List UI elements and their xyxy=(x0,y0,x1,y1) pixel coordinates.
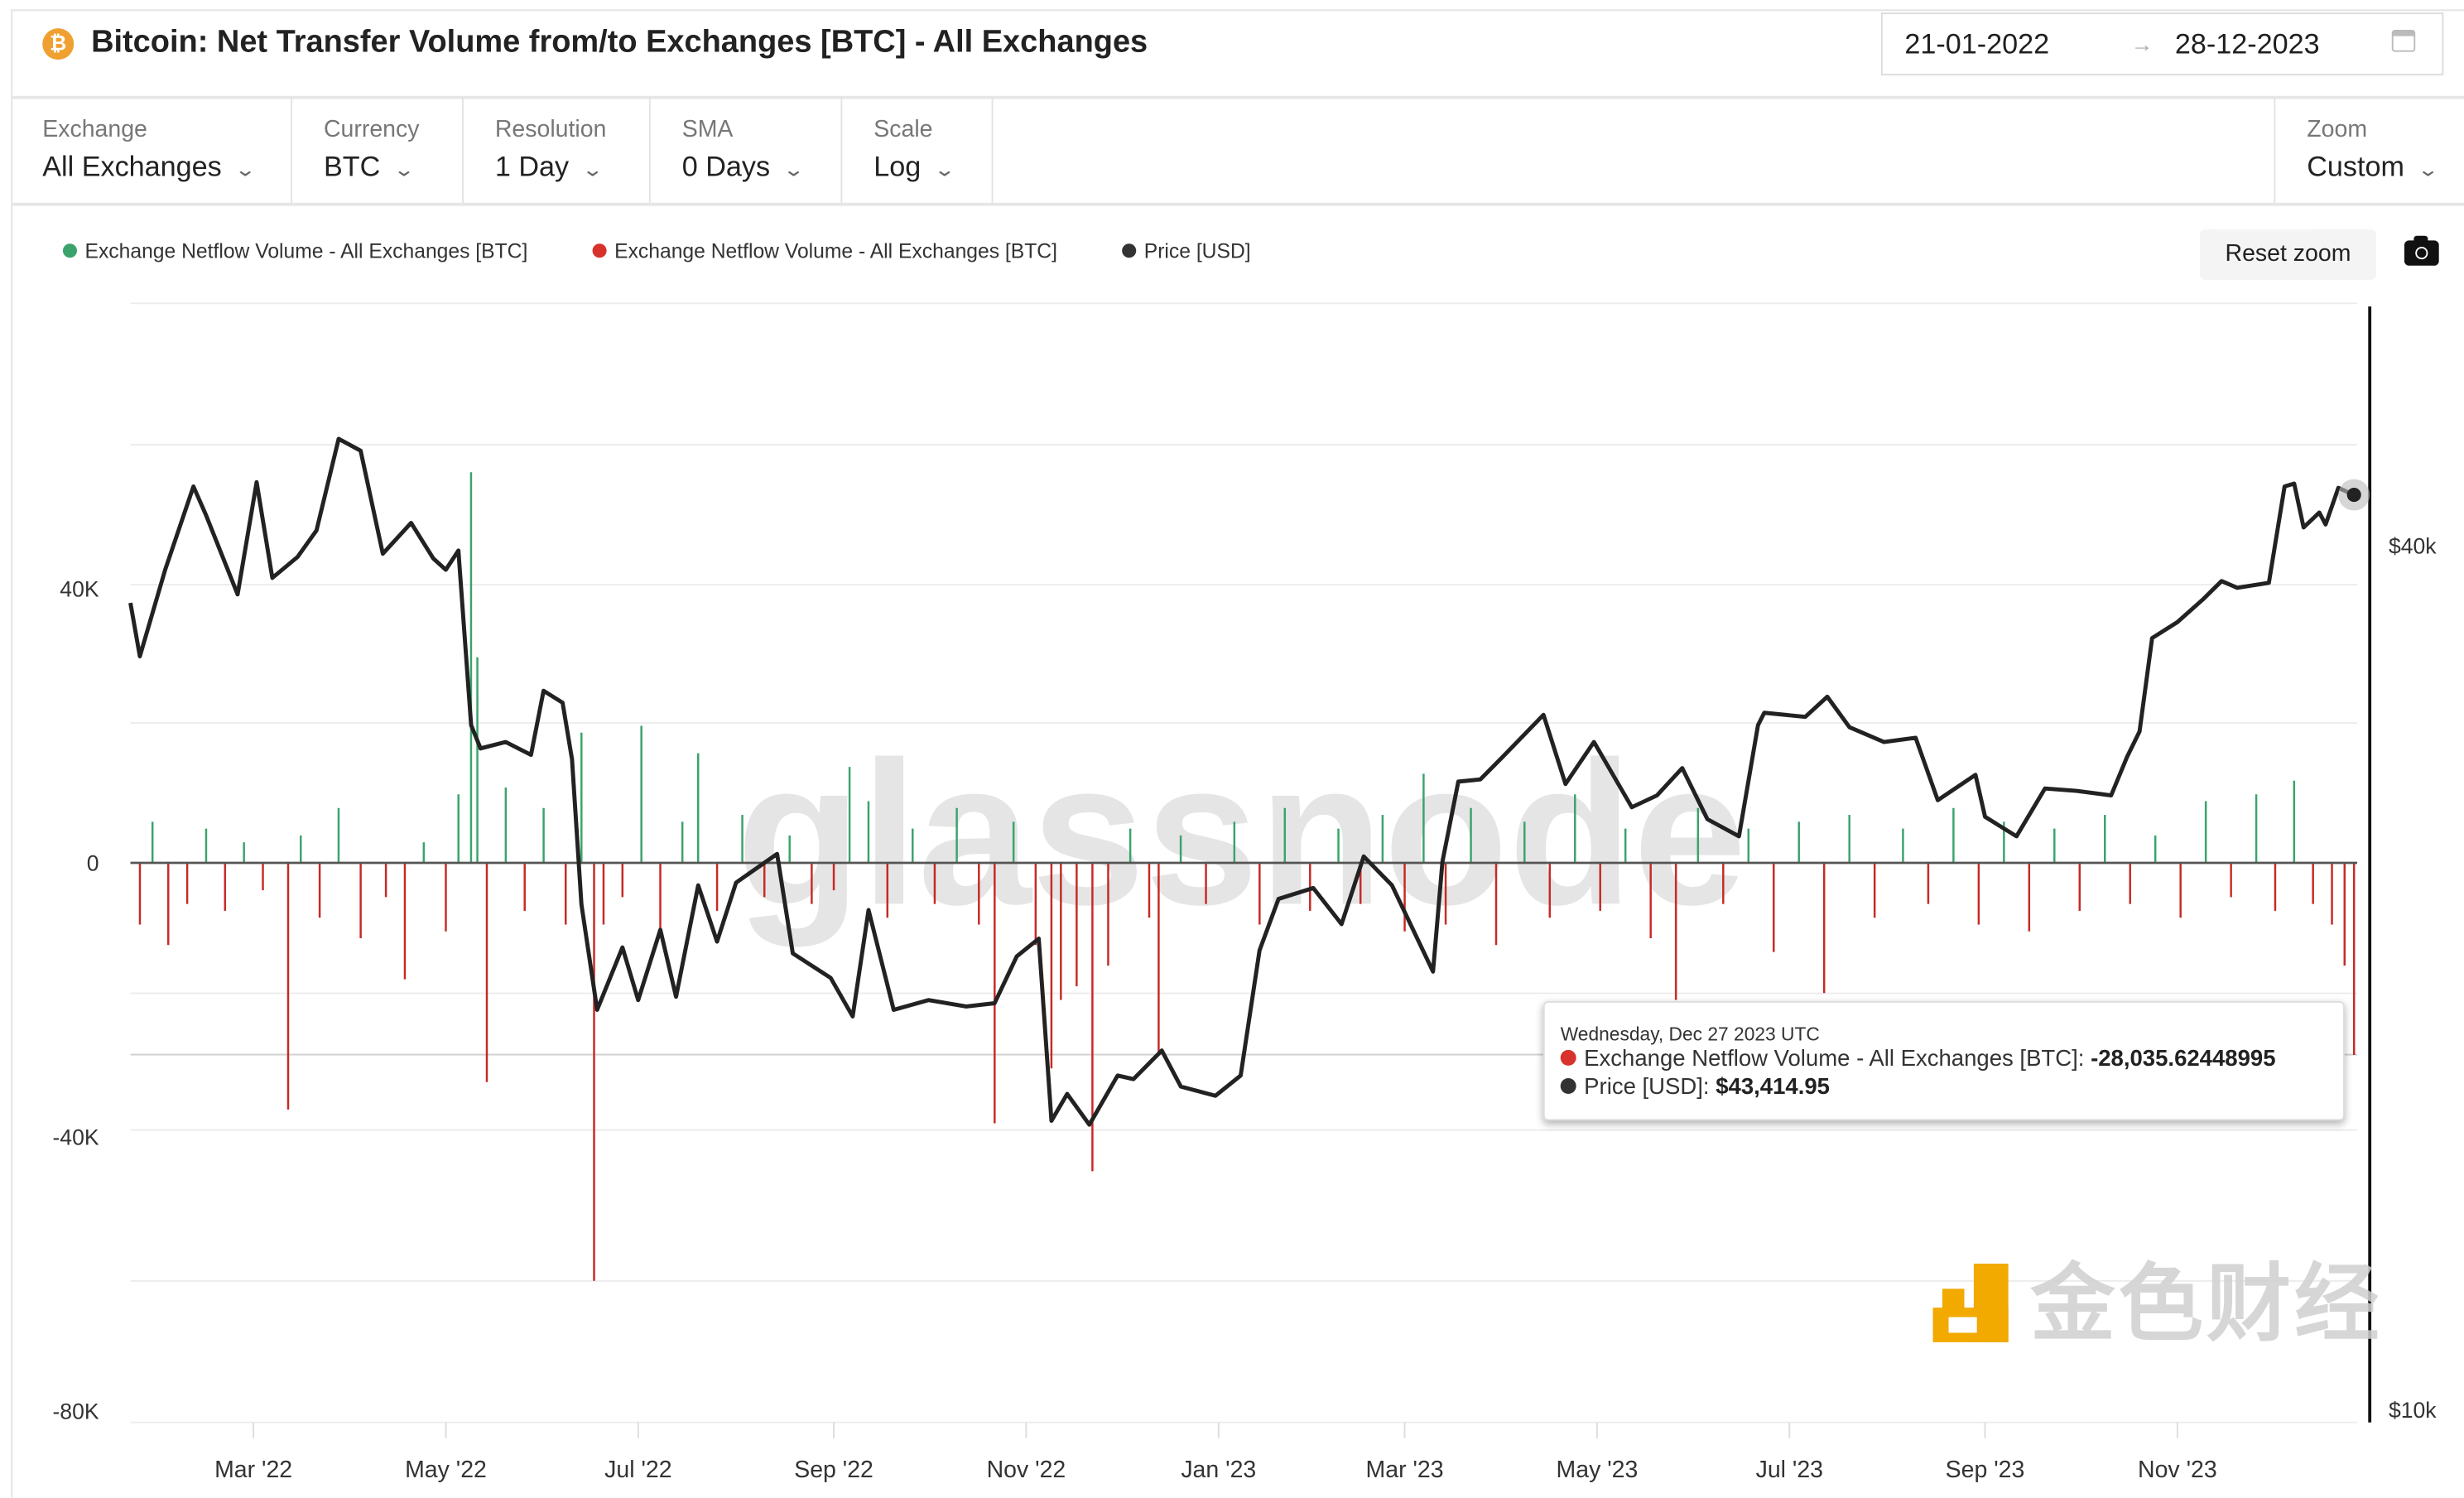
glassnode-watermark: glassnode xyxy=(736,720,1746,947)
x-tick-label: May '23 xyxy=(1557,1457,1639,1483)
legend-label: Exchange Netflow Volume - All Exchanges … xyxy=(614,238,1057,263)
exchange-label: Exchange xyxy=(42,116,147,143)
y-right-tick-label: $40k xyxy=(2389,534,2437,559)
legend-dot-red xyxy=(592,243,607,258)
page-title: Bitcoin: Net Transfer Volume from/to Exc… xyxy=(91,25,1148,60)
tooltip-price-value: $43,414.95 xyxy=(1716,1075,1830,1101)
y-right-tick-label: $10k xyxy=(2389,1398,2437,1423)
exchange-select[interactable]: Exchange All Exchanges ⌄ xyxy=(11,97,293,203)
tooltip-netflow-row: Exchange Netflow Volume - All Exchanges … xyxy=(1560,1047,2276,1072)
x-tick-label: Mar '22 xyxy=(214,1457,292,1483)
x-tick-label: Jan '23 xyxy=(1181,1457,1256,1483)
hover-marker xyxy=(2346,488,2361,503)
legend-label: Price [USD] xyxy=(1143,238,1251,263)
chart-tooltip: Wednesday, Dec 27 2023 UTC Exchange Netf… xyxy=(1542,1001,2345,1121)
camera-icon[interactable] xyxy=(2404,235,2439,266)
x-tick-label: Sep '22 xyxy=(794,1457,873,1483)
y-left-tick-label: 40K xyxy=(60,576,99,601)
price-series-line xyxy=(128,436,2356,1127)
zoom-label: Zoom xyxy=(2307,116,2368,143)
x-tick-label: Sep '23 xyxy=(1946,1457,2025,1483)
legend-item-price[interactable]: Price [USD] xyxy=(1122,238,1251,263)
y-left-tick-label: -80K xyxy=(52,1399,99,1424)
resolution-label: Resolution xyxy=(494,116,607,143)
legend-label: Exchange Netflow Volume - All Exchanges … xyxy=(84,238,528,263)
date-range-picker[interactable]: 21-01-2022 → 28-12-2023 xyxy=(1880,12,2444,76)
bitcoin-icon: ₿ xyxy=(42,28,75,60)
jinse-logo xyxy=(1932,1263,2009,1342)
date-to-input[interactable]: 28-12-2023 xyxy=(2174,28,2320,60)
x-tick-label: Mar '23 xyxy=(1366,1457,1444,1483)
black-dot-icon xyxy=(1560,1078,1576,1095)
legend-dot-green xyxy=(62,243,78,258)
currency-select[interactable]: Currency BTC ⌄ xyxy=(292,97,464,203)
tooltip-price-label: Price [USD]: xyxy=(1584,1075,1716,1101)
exchange-value: All Exchanges xyxy=(42,151,222,183)
scale-select[interactable]: Scale Log ⌄ xyxy=(842,97,994,203)
tooltip-netflow-label: Exchange Netflow Volume - All Exchanges … xyxy=(1584,1047,2091,1072)
legend-item-outflow[interactable]: Exchange Netflow Volume - All Exchanges … xyxy=(592,238,1057,263)
tooltip-date: Wednesday, Dec 27 2023 UTC xyxy=(1560,1023,1820,1046)
title-bar: ₿ Bitcoin: Net Transfer Volume from/to E… xyxy=(11,11,2464,99)
panel-frame xyxy=(11,9,2464,1498)
zoom-select[interactable]: Zoom Custom ⌄ xyxy=(2274,97,2464,203)
x-tick-label: Nov '22 xyxy=(987,1457,1066,1483)
sma-select[interactable]: SMA 0 Days ⌄ xyxy=(651,97,843,203)
tooltip-netflow-value: -28,035.62448995 xyxy=(2091,1047,2276,1072)
scale-value: Log xyxy=(873,151,922,183)
sma-label: SMA xyxy=(681,116,734,143)
chevron-down-icon: ⌄ xyxy=(233,158,257,181)
calendar-icon[interactable] xyxy=(2391,30,2416,52)
y-left-tick-label: 0 xyxy=(87,850,99,875)
zoom-value: Custom xyxy=(2307,151,2404,183)
arrow-right-icon: → xyxy=(2130,31,2154,57)
chevron-down-icon: ⌄ xyxy=(933,158,956,181)
resolution-select[interactable]: Resolution 1 Day ⌄ xyxy=(464,97,651,203)
chevron-down-icon: ⌄ xyxy=(782,158,805,181)
date-from-input[interactable]: 21-01-2022 xyxy=(1904,28,2050,60)
chevron-down-icon: ⌄ xyxy=(392,158,416,181)
jinse-watermark-text: 金色财经 xyxy=(2030,1257,2383,1352)
y-left-tick-label: -40K xyxy=(52,1125,99,1150)
currency-label: Currency xyxy=(323,116,420,143)
chevron-down-icon: ⌄ xyxy=(2417,158,2439,181)
resolution-value: 1 Day xyxy=(494,151,570,183)
legend-item-inflow[interactable]: Exchange Netflow Volume - All Exchanges … xyxy=(62,238,528,263)
legend-dot-black xyxy=(1122,243,1137,258)
currency-value: BTC xyxy=(323,151,381,183)
tooltip-price-row: Price [USD]: $43,414.95 xyxy=(1560,1075,1830,1101)
scale-label: Scale xyxy=(873,116,933,143)
x-tick-label: May '22 xyxy=(405,1457,487,1483)
x-tick-label: Nov '23 xyxy=(2138,1457,2217,1483)
chevron-down-icon: ⌄ xyxy=(581,158,604,181)
sma-value: 0 Days xyxy=(681,151,771,183)
x-tick-label: Jul '22 xyxy=(604,1457,671,1483)
reset-zoom-button[interactable]: Reset zoom xyxy=(2200,229,2376,280)
filter-bar: Exchange All Exchanges ⌄ Currency BTC ⌄ Re… xyxy=(11,97,2464,206)
x-tick-label: Jul '23 xyxy=(1756,1457,1823,1483)
red-dot-icon xyxy=(1560,1049,1576,1066)
